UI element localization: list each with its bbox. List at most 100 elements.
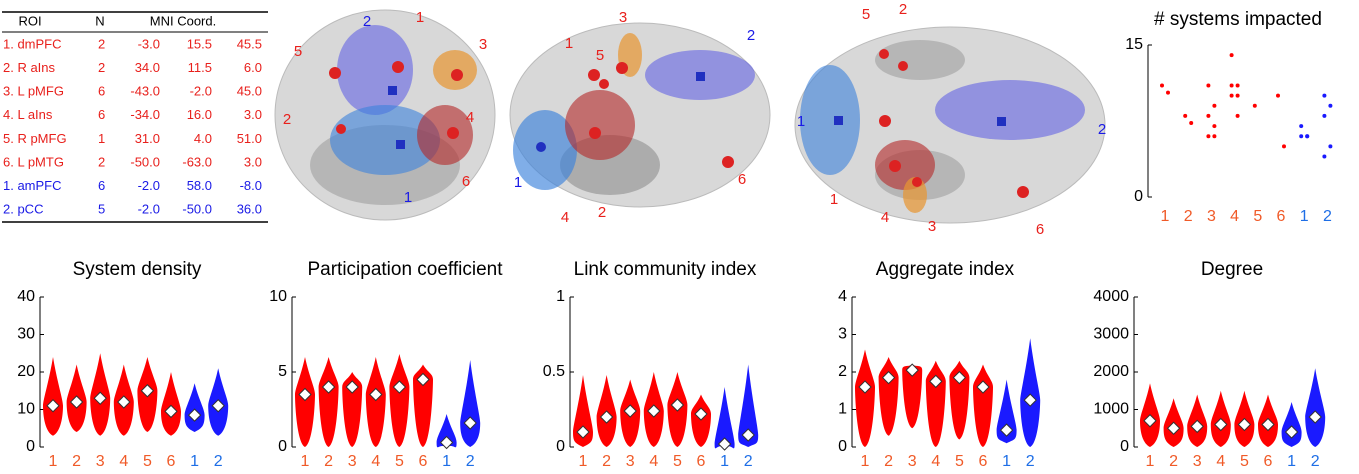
- region-label: 2: [283, 111, 291, 128]
- dot: [1189, 121, 1193, 125]
- violin: [366, 357, 386, 447]
- x-tick-label: 1: [579, 453, 588, 469]
- x-tick-label: 5: [1240, 453, 1249, 469]
- table-header: ROI: [18, 13, 41, 28]
- x-tick-label: 1: [1300, 208, 1309, 225]
- x-tick-label: 1: [861, 453, 870, 469]
- x-tick-label: 6: [979, 453, 988, 469]
- x-tick-label: 3: [1207, 208, 1216, 225]
- x-tick-label: 2: [214, 453, 223, 469]
- y-tick-label: 1000: [1093, 401, 1129, 418]
- x-tick-label: 2: [466, 453, 475, 469]
- y-tick-label: 2000: [1093, 363, 1129, 380]
- table-cell: 11.5: [188, 60, 212, 75]
- violin: [43, 357, 63, 436]
- y-tick-label: 0: [556, 438, 565, 455]
- x-tick-label: 1: [49, 453, 58, 469]
- table-cell: 1. amPFC: [3, 178, 62, 193]
- table-cell: 3.0: [244, 107, 262, 122]
- violin: [1305, 368, 1325, 447]
- y-tick-label: 0.5: [543, 363, 565, 380]
- table-cell: 2. pCC: [3, 202, 43, 217]
- y-tick-label: 1: [556, 288, 565, 305]
- region-label: 3: [928, 218, 936, 235]
- x-tick-label: 1: [720, 453, 729, 469]
- x-tick-label: 3: [1193, 453, 1202, 469]
- x-tick-label: 5: [143, 453, 152, 469]
- violin: [879, 357, 899, 436]
- region-label: 2: [1098, 121, 1106, 138]
- table-cell: 15.5: [187, 36, 212, 51]
- y-tick-label: 0: [1120, 438, 1129, 455]
- x-tick-label: 4: [119, 453, 128, 469]
- dot: [1322, 154, 1326, 158]
- figure: ROINMNI Coord.1. dmPFC2-3.015.545.52. R …: [0, 0, 1359, 469]
- x-tick-label: 4: [649, 453, 658, 469]
- region-label: 1: [514, 174, 522, 191]
- dot: [1236, 114, 1240, 118]
- table-cell: 3.0: [244, 154, 262, 169]
- x-tick-label: 2: [1323, 208, 1332, 225]
- table-cell: 34.0: [135, 60, 160, 75]
- table-cell: 1: [98, 131, 105, 146]
- region-label: 4: [561, 209, 569, 226]
- table-cell: -63.0: [182, 154, 212, 169]
- chart-title: Link community index: [574, 259, 757, 280]
- x-tick-label: 4: [1216, 453, 1225, 469]
- x-tick-label: 1: [1002, 453, 1011, 469]
- region-label: 6: [462, 173, 470, 190]
- region-label: 1: [830, 191, 838, 208]
- violin: [295, 357, 315, 447]
- x-tick-label: 3: [626, 453, 635, 469]
- y-tick-label: 3000: [1093, 326, 1129, 343]
- table-cell: 6.0: [244, 60, 262, 75]
- violin: [389, 354, 409, 447]
- region-label: 5: [294, 43, 302, 60]
- table-cell: -2.0: [138, 178, 160, 193]
- dot: [1166, 91, 1170, 95]
- y-tick-label: 5: [278, 363, 287, 380]
- dot: [1322, 114, 1326, 118]
- region-label: 1: [404, 189, 412, 206]
- x-tick-label: 6: [419, 453, 428, 469]
- x-tick-label: 2: [744, 453, 753, 469]
- table-cell: 1. dmPFC: [3, 36, 62, 51]
- table-cell: -50.0: [130, 154, 160, 169]
- y-tick-label: 0: [838, 438, 847, 455]
- dot: [1212, 134, 1216, 138]
- x-tick-label: 5: [955, 453, 964, 469]
- violin: [855, 350, 875, 448]
- y-tick-label: 10: [17, 401, 35, 418]
- region-label: 2: [363, 13, 371, 30]
- x-tick-label: 2: [1026, 453, 1035, 469]
- y-tick-label: 2: [838, 363, 847, 380]
- x-tick-label: 5: [1253, 208, 1262, 225]
- dot: [1305, 134, 1309, 138]
- chart-title: System density: [73, 259, 202, 280]
- x-tick-label: 1: [301, 453, 310, 469]
- dot: [1230, 84, 1234, 88]
- violin: [691, 395, 711, 448]
- chart-title: Aggregate index: [876, 259, 1015, 280]
- x-tick-label: 4: [371, 453, 380, 469]
- region-label: 2: [899, 1, 907, 18]
- dot: [1206, 84, 1210, 88]
- x-tick-label: 5: [395, 453, 404, 469]
- table-cell: 51.0: [237, 131, 262, 146]
- x-tick-label: 2: [1169, 453, 1178, 469]
- y-tick-label: 4: [838, 288, 847, 305]
- x-tick-label: 1: [1287, 453, 1296, 469]
- dot: [1328, 104, 1332, 108]
- dot: [1322, 94, 1326, 98]
- table-cell: -50.0: [182, 202, 212, 217]
- x-tick-label: 6: [167, 453, 176, 469]
- x-tick-label: 1: [1161, 208, 1170, 225]
- table-cell: 16.0: [187, 107, 212, 122]
- violin: [460, 360, 480, 447]
- table-cell: 6: [98, 84, 105, 99]
- dot: [1236, 84, 1240, 88]
- y-tick-label: 15: [1125, 36, 1143, 53]
- dot: [1212, 104, 1216, 108]
- table-cell: 5. R pMFG: [3, 131, 67, 146]
- table-cell: 6: [98, 178, 105, 193]
